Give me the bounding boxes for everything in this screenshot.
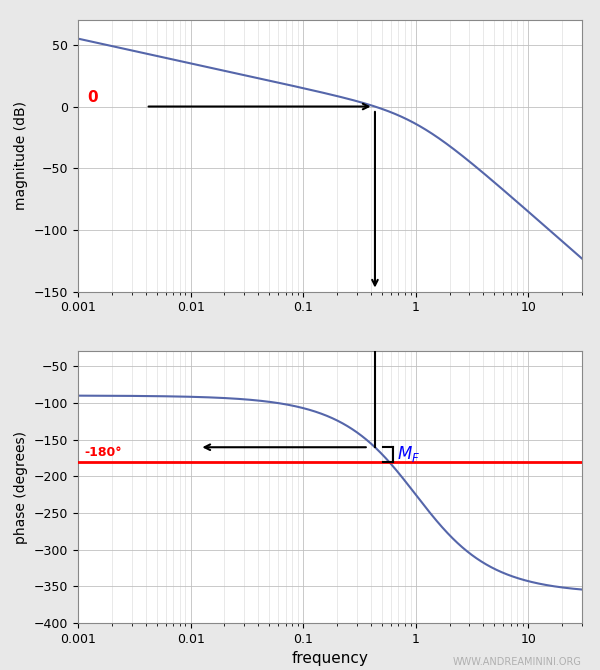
X-axis label: frequency: frequency (292, 651, 368, 667)
Text: 0: 0 (87, 90, 98, 105)
Text: -180°: -180° (85, 446, 122, 459)
Text: $M_F$: $M_F$ (397, 444, 420, 464)
Text: WWW.ANDREAMININI.ORG: WWW.ANDREAMININI.ORG (453, 657, 582, 667)
Y-axis label: phase (degrees): phase (degrees) (14, 431, 28, 544)
Y-axis label: magnitude (dB): magnitude (dB) (14, 101, 28, 210)
